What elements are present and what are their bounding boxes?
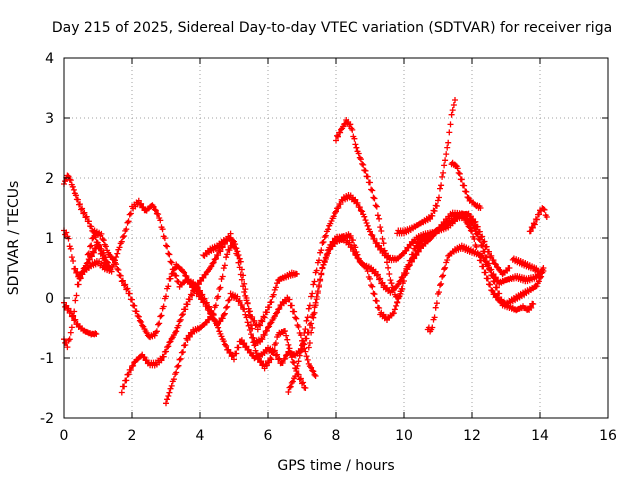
series-10-markers xyxy=(333,117,406,305)
series-7 xyxy=(200,234,237,259)
series-15 xyxy=(526,205,550,235)
series-12 xyxy=(424,242,537,335)
y-tick-label-4: 2 xyxy=(45,171,54,187)
series-10 xyxy=(333,117,406,305)
series-12-markers xyxy=(424,242,537,335)
y-tick-label-6: 4 xyxy=(45,51,54,67)
series-5-markers xyxy=(118,230,300,396)
series-5 xyxy=(118,230,300,396)
x-tick-label-4: 8 xyxy=(332,428,341,444)
series-2-markers xyxy=(61,299,100,338)
series-13 xyxy=(448,159,484,211)
series-11 xyxy=(394,97,458,237)
y-tick-label-0: -2 xyxy=(40,411,54,427)
y-axis-label: SDTVAR / TECUs xyxy=(6,181,22,296)
y-tick-label-3: 1 xyxy=(45,231,54,247)
chart-title: Day 215 of 2025, Sidereal Day-to-day VTE… xyxy=(52,20,612,36)
y-tick-label-5: 3 xyxy=(45,111,54,127)
series-7-markers xyxy=(200,234,237,259)
x-tick-label-7: 14 xyxy=(531,428,549,444)
x-tick-label-1: 2 xyxy=(128,428,137,444)
series-14 xyxy=(509,255,542,275)
series-4-markers xyxy=(84,227,309,391)
y-tick-label-1: -1 xyxy=(40,351,54,367)
data-marks xyxy=(61,97,550,407)
series-4 xyxy=(84,227,309,391)
series-2 xyxy=(61,299,100,338)
y-tick-label-2: 0 xyxy=(45,291,54,307)
x-tick-label-0: 0 xyxy=(60,428,69,444)
series-13-markers xyxy=(448,159,484,211)
x-tick-label-6: 12 xyxy=(463,428,481,444)
x-tick-label-2: 4 xyxy=(196,428,205,444)
x-tick-label-8: 16 xyxy=(599,428,617,444)
series-11-markers xyxy=(394,97,458,237)
x-tick-label-5: 10 xyxy=(395,428,413,444)
series-14-markers xyxy=(509,255,542,275)
x-tick-label-3: 6 xyxy=(264,428,273,444)
series-15-markers xyxy=(526,205,550,235)
x-axis-label: GPS time / hours xyxy=(277,458,394,474)
